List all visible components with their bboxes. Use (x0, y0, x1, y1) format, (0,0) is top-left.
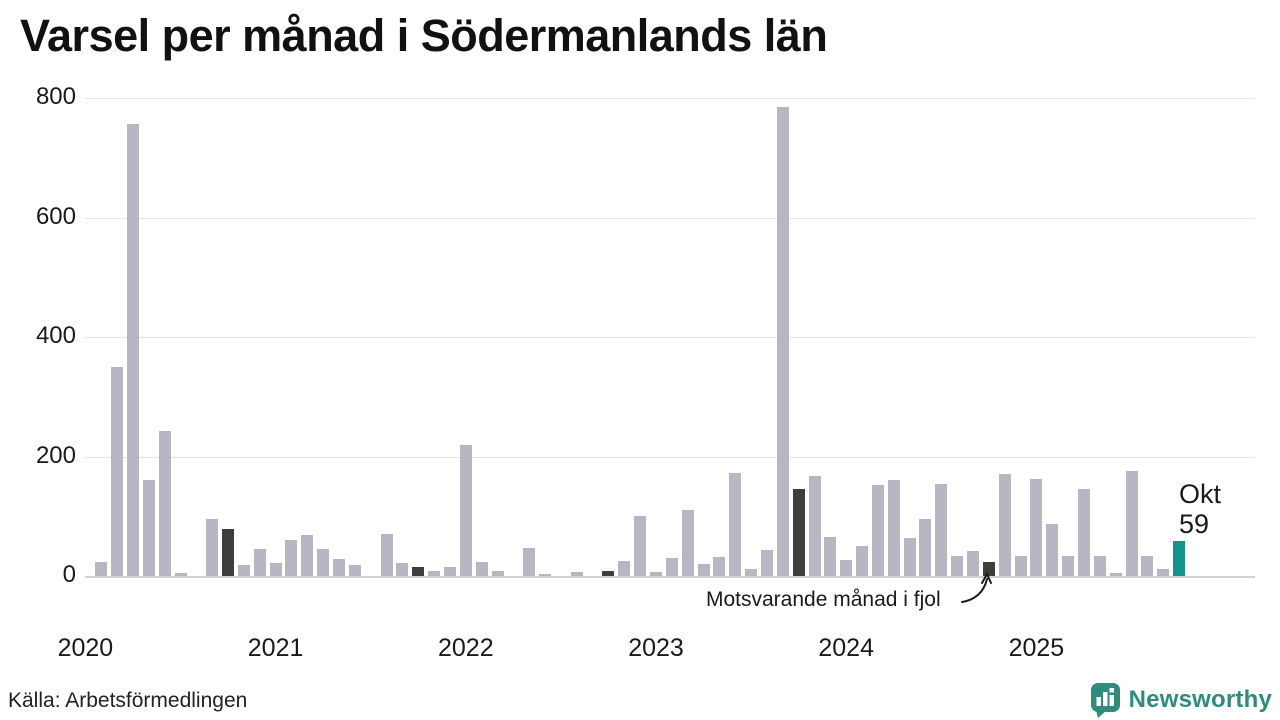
bar-sep-2025 (1157, 568, 1170, 576)
annotation-arrow-icon (961, 571, 992, 603)
latest-value-month: Okt (1179, 479, 1222, 509)
bar-maj-2022 (523, 547, 536, 576)
bar-jan-2022 (459, 444, 472, 576)
bar-nov-2023 (808, 475, 821, 576)
bar-apr-2024 (887, 480, 900, 576)
bar-apr-2021 (317, 549, 330, 576)
bar-mar-2020 (111, 366, 124, 576)
bar-maj-2024 (903, 538, 916, 576)
bar-jan-2024 (840, 559, 853, 576)
bar-apr-2025 (1078, 488, 1090, 576)
bar-aug-2024 (951, 556, 964, 576)
bar-mar-2023 (681, 509, 694, 576)
y-axis-label-800: 800 (35, 83, 76, 110)
bar-nov-2021 (428, 571, 441, 576)
bar-aug-2023 (760, 549, 773, 576)
newsworthy-pin-barchart-icon (1090, 683, 1120, 718)
bar-maj-2023 (713, 556, 726, 576)
bar-jun-2020 (158, 430, 171, 576)
bar-jun-2022 (539, 573, 551, 576)
x-axis-label-2025: 2025 (1008, 634, 1065, 662)
bar-dec-2024 (1014, 556, 1027, 576)
bar-dec-2021 (444, 567, 456, 576)
bar-aug-2021 (380, 534, 393, 576)
bar-aug-2022 (570, 572, 583, 576)
bar-sep-2023 (776, 107, 789, 576)
bar-mar-2021 (301, 535, 314, 576)
bar-aug-2025 (1141, 556, 1154, 576)
annotation-previous-year: Motsvarande månad i fjol (706, 588, 941, 612)
bar-okt-2021 (412, 567, 425, 576)
bar-jul-2025 (1125, 470, 1138, 576)
gridline-600 (85, 217, 1255, 219)
x-axis-label-2021: 2021 (247, 634, 304, 662)
bar-feb-2024 (856, 546, 868, 576)
bar-jan-2021 (269, 562, 282, 576)
bar-mar-2025 (1062, 556, 1075, 576)
bar-okt-2020 (222, 529, 235, 576)
bar-feb-2020 (95, 562, 108, 576)
bar-jun-2024 (919, 519, 932, 576)
bar-mar-2022 (491, 571, 504, 576)
x-axis-label-2023: 2023 (628, 634, 684, 662)
bar-jan-2025 (1030, 478, 1043, 576)
y-axis-label-600: 600 (35, 202, 76, 230)
bar-jul-2020 (174, 573, 187, 576)
bar-apr-2020 (126, 123, 139, 576)
bar-jun-2021 (348, 565, 361, 576)
bar-dec-2023 (824, 537, 837, 576)
bar-apr-2023 (697, 564, 710, 576)
y-axis-label-0: 0 (62, 561, 76, 588)
newsworthy-branding: Newsworthy (1090, 682, 1272, 718)
bar-dec-2022 (634, 516, 647, 577)
bar-jul-2024 (935, 484, 948, 576)
bar-mar-2024 (871, 485, 884, 576)
bar-okt-2024 (982, 561, 995, 576)
x-axis-label-2024: 2024 (818, 634, 874, 662)
newsworthy-wordmark: Newsworthy (1128, 686, 1272, 713)
bar-dec-2020 (253, 549, 266, 576)
bar-feb-2021 (285, 540, 298, 576)
bar-jan-2023 (650, 571, 662, 576)
annotation-text: Motsvarande månad i fjol (706, 588, 941, 611)
bar-sep-2024 (967, 550, 979, 576)
y-axis-label-200: 200 (35, 441, 76, 469)
bar-nov-2022 (618, 561, 631, 576)
bar-maj-2025 (1093, 556, 1106, 576)
bar-nov-2024 (998, 474, 1011, 576)
bar-okt-2023 (792, 489, 805, 576)
y-axis-label-400: 400 (35, 322, 76, 349)
bar-jun-2025 (1109, 573, 1122, 576)
bar-okt-2025 (1173, 540, 1185, 576)
source-attribution: Källa: Arbetsförmedlingen (8, 689, 248, 712)
chart-title: Varsel per månad i Södermanlands län (20, 10, 828, 61)
bar-sep-2020 (206, 519, 219, 576)
bar-maj-2021 (333, 559, 345, 576)
gridline-400 (85, 337, 1255, 338)
latest-value-number: 59 (1179, 509, 1210, 539)
bar-feb-2023 (665, 558, 678, 576)
gridline-800 (85, 98, 1255, 99)
x-axis-label-2020: 2020 (57, 634, 114, 662)
bar-maj-2020 (142, 480, 155, 576)
bar-jul-2023 (745, 569, 758, 576)
bar-feb-2025 (1046, 524, 1059, 576)
bar-okt-2022 (602, 570, 615, 576)
gridline-0 (85, 576, 1255, 578)
bar-feb-2022 (475, 562, 488, 576)
x-axis-label-2022: 2022 (437, 634, 494, 662)
bar-nov-2020 (237, 565, 250, 576)
gridline-200 (85, 456, 1255, 458)
bar-jun-2023 (729, 473, 742, 576)
bar-sep-2021 (396, 562, 409, 576)
latest-value-label: Okt 59 (1179, 479, 1221, 539)
